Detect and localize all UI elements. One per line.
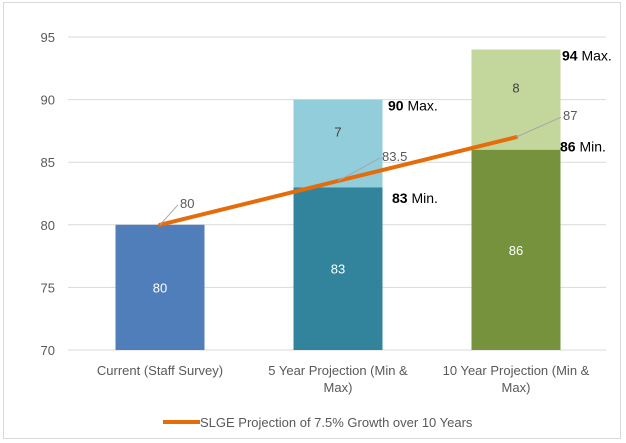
line-point-label: 87 <box>563 108 577 123</box>
bar-base-label: 86 <box>509 243 523 258</box>
bar-base-label: 80 <box>153 280 167 295</box>
x-tick-label: Max) <box>502 380 531 395</box>
legend: SLGE Projection of 7.5% Growth over 10 Y… <box>163 415 473 430</box>
y-tick-label: 75 <box>41 280 55 295</box>
line-leader <box>159 204 179 226</box>
x-axis-labels: Current (Staff Survey) 5 Year Projection … <box>97 363 590 395</box>
bar-extension-label: 7 <box>334 124 341 139</box>
bar-base <box>471 149 561 350</box>
x-tick-label: 5 Year Projection (Min & <box>268 363 408 378</box>
legend-label: SLGE Projection of 7.5% Growth over 10 Y… <box>200 415 473 430</box>
line-leader <box>337 157 381 182</box>
y-tick-label: 90 <box>41 93 55 108</box>
bar-labels: 80 83 7 86 8 <box>153 81 523 296</box>
bars <box>115 49 561 350</box>
bar-base <box>115 224 205 350</box>
bar-extension-label: 8 <box>512 81 519 96</box>
y-tick-label: 80 <box>41 218 55 233</box>
y-tick-label: 95 <box>41 30 55 45</box>
min-annotation: 83 Min. <box>392 190 438 206</box>
y-axis-ticks: 70 75 80 85 90 95 <box>41 30 55 358</box>
max-annotation: 94 Max. <box>562 48 612 64</box>
x-tick-label: Max) <box>324 380 353 395</box>
x-tick-label: Current (Staff Survey) <box>97 363 223 378</box>
max-annotation: 90 Max. <box>388 98 438 114</box>
y-tick-label: 85 <box>41 155 55 170</box>
y-tick-label: 70 <box>41 343 55 358</box>
chart-frame <box>3 2 621 439</box>
min-max-annotations: 90 Max. 94 Max. 83 Min. 86 Min. <box>388 48 612 207</box>
x-tick-label: 10 Year Projection (Min & <box>443 363 590 378</box>
line-point-label: 80 <box>180 196 194 211</box>
line-leader <box>515 116 562 138</box>
line-point-label: 83.5 <box>382 149 407 164</box>
bar-extension <box>471 49 561 150</box>
bar-base-label: 83 <box>331 262 345 277</box>
bar-base <box>293 187 383 350</box>
projection-line: 80 83.5 87 <box>158 108 577 227</box>
min-annotation: 86 Min. <box>560 139 606 155</box>
